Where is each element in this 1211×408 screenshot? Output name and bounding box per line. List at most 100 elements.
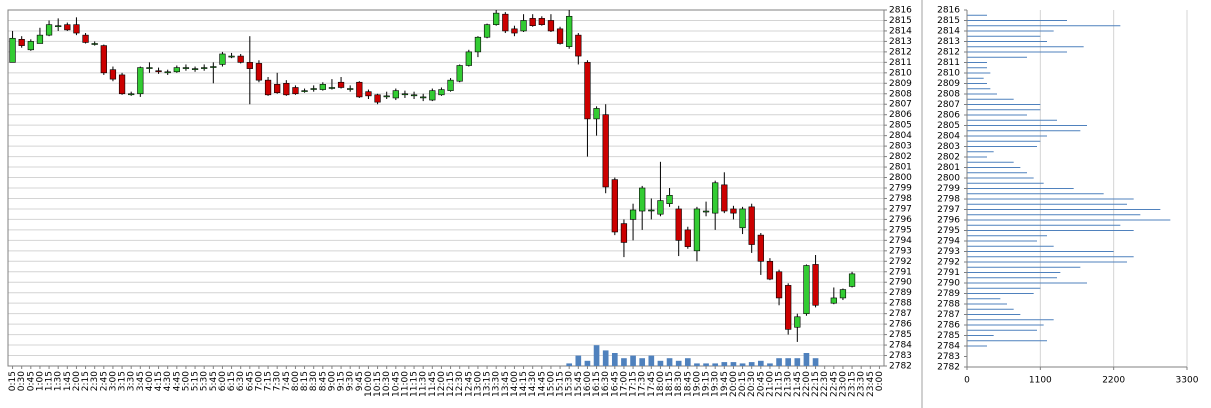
candle-body <box>347 88 354 90</box>
candle-body <box>374 94 381 103</box>
x-tick-label: 2:15 <box>81 371 91 391</box>
candle-body <box>301 90 308 92</box>
volume-bar <box>575 355 582 366</box>
candle-body <box>493 12 500 25</box>
candle-body <box>73 24 80 34</box>
x-tick-label: 4:00 <box>145 371 155 391</box>
y-tick-label: 2806 <box>937 111 960 121</box>
x-tick-label: 15:00 <box>546 371 556 397</box>
x-tick-label: 19:00 <box>692 371 702 397</box>
x-tick-label: 8:00 <box>291 371 301 391</box>
x-tick-label: 23:45 <box>866 371 876 397</box>
candle-body <box>803 265 810 314</box>
x-tick-label: 5:30 <box>200 371 210 391</box>
x-tick-label: 1:15 <box>45 371 55 391</box>
candle-body <box>775 271 783 299</box>
candle-body <box>173 67 180 73</box>
candle-body <box>255 63 263 81</box>
y-tick-label: 2791 <box>889 267 912 277</box>
x-tick-label: 11:30 <box>419 371 429 397</box>
x-tick-label: 13:45 <box>501 371 511 397</box>
y-tick-label: 2788 <box>937 300 960 310</box>
y-tick-label: 2796 <box>937 216 960 226</box>
candle-body <box>739 208 746 229</box>
candle-body <box>118 74 126 95</box>
candle-body <box>639 187 646 212</box>
x-tick-label: 12:30 <box>455 371 465 397</box>
y-tick-label: 2784 <box>937 342 960 352</box>
x-tick-label: 4:15 <box>154 371 164 391</box>
y-tick-label: 2787 <box>937 310 960 320</box>
candle-body <box>201 67 208 69</box>
y-tick-label: 2799 <box>889 184 912 194</box>
candle-body <box>365 91 372 97</box>
x-tick-label: 10:00 <box>364 371 374 397</box>
candle-body <box>483 24 491 38</box>
candle-body <box>712 182 719 214</box>
y-tick-label: 2782 <box>889 362 912 372</box>
x-tick-label: 10:15 <box>373 371 383 397</box>
x-tick-label: 22:30 <box>820 371 830 397</box>
y-tick-label: 2816 <box>937 6 960 16</box>
candle-body <box>36 34 44 44</box>
x-tick-label: 0:15 <box>8 371 18 391</box>
candle-body <box>128 93 135 96</box>
candle-body <box>55 25 62 28</box>
y-tick-label: 2805 <box>889 121 912 131</box>
candle-body <box>620 223 628 243</box>
x-tick-label: 14:45 <box>537 371 547 397</box>
volume-bar <box>785 358 792 366</box>
candle-body <box>657 200 664 215</box>
y-tick-label: 2798 <box>937 195 960 205</box>
x-tick-label: 2:00 <box>72 371 82 391</box>
candle-body <box>839 289 847 299</box>
candle-body <box>82 34 89 43</box>
y-tick-label: 2812 <box>889 47 912 57</box>
candle-body <box>520 20 527 32</box>
y-tick-label: 2809 <box>889 79 912 89</box>
x-tick-label: 18:00 <box>656 371 666 397</box>
y-tick-label: 2786 <box>889 320 912 330</box>
y-tick-label: 2802 <box>889 152 912 162</box>
candle-body <box>328 87 336 89</box>
candle-body <box>64 24 71 31</box>
y-tick-label: 2798 <box>889 194 912 204</box>
volume-bar <box>767 363 773 366</box>
x-tick-label: 14:30 <box>528 371 538 397</box>
x-tick-label: 18:45 <box>683 371 693 397</box>
y-tick-label: 2801 <box>889 163 912 173</box>
x-tick-label: 21:30 <box>784 371 794 397</box>
candle-body <box>812 264 819 306</box>
x-tick-label: 9:15 <box>337 371 347 391</box>
plot-frame <box>7 9 885 367</box>
candle-body <box>237 55 244 63</box>
x-tick-label: 11:00 <box>400 371 410 397</box>
volume-bar <box>584 360 591 366</box>
x-tick-label: 17:45 <box>647 371 657 397</box>
x-tick-label: 16:45 <box>610 371 620 397</box>
candle-body <box>556 28 564 44</box>
y-tick-label: 2800 <box>889 173 912 183</box>
candle-body <box>228 55 235 58</box>
y-tick-label: 2813 <box>889 37 912 47</box>
y-tick-label: 2787 <box>889 309 912 319</box>
x-tick-label: 6:30 <box>236 371 246 391</box>
y-tick-label: 2788 <box>889 299 912 309</box>
x-tick-label: 15:30 <box>565 371 575 397</box>
y-tick-label: 2785 <box>937 331 960 341</box>
x-tick-label: 13:00 <box>473 371 483 397</box>
candle-body <box>401 93 409 96</box>
y-tick-label: 2816 <box>889 6 912 16</box>
x-tick-label: 3300 <box>1176 376 1199 386</box>
x-tick-label: 1:45 <box>63 371 73 391</box>
candle-body <box>392 90 399 99</box>
x-tick-label: 10:45 <box>391 371 401 397</box>
x-tick-label: 7:00 <box>254 371 264 391</box>
candle-body <box>438 89 445 96</box>
x-tick-label: 2200 <box>1102 376 1125 386</box>
volume-bar <box>666 358 673 366</box>
candle-body <box>794 316 801 328</box>
candle-body <box>155 70 162 73</box>
y-tick-label: 2806 <box>889 110 912 120</box>
y-tick-label: 2797 <box>937 205 960 215</box>
